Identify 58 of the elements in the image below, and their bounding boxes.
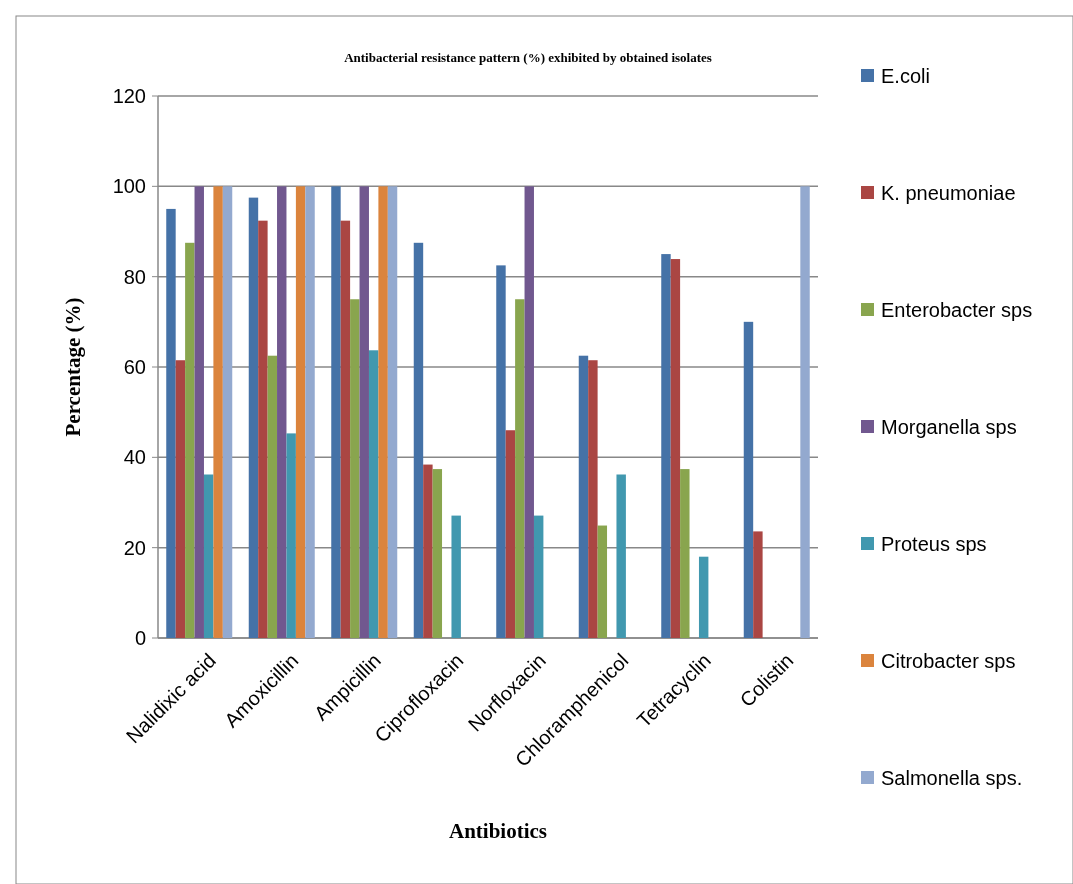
chart-title: Antibacterial resistance pattern (%) exhibited by obtained isolates	[344, 50, 712, 65]
legend-label: Morganella sps	[881, 416, 1017, 438]
bar	[413, 242, 424, 638]
bar	[277, 186, 287, 638]
bar	[213, 186, 223, 638]
bar	[743, 321, 754, 638]
bar	[368, 350, 379, 638]
bar	[203, 474, 214, 638]
y-tick-label: 100	[112, 175, 146, 198]
bar	[423, 464, 433, 638]
legend-label: Citrobacter sps	[881, 650, 1016, 672]
bar	[515, 299, 525, 638]
bar	[670, 259, 681, 638]
bar	[295, 186, 306, 638]
bar	[248, 197, 259, 638]
bar	[753, 531, 763, 638]
y-tick-label: 0	[134, 627, 146, 649]
bar	[432, 469, 443, 638]
y-tick-label: 80	[123, 265, 146, 288]
y-tick-label: 60	[123, 356, 146, 378]
bar	[258, 220, 268, 638]
bar	[597, 525, 608, 638]
bar	[524, 186, 534, 638]
bar	[533, 515, 544, 638]
bar	[166, 208, 176, 638]
legend-label: Proteus sps	[881, 533, 987, 555]
bar	[286, 433, 296, 638]
legend-label: E.coli	[881, 65, 930, 87]
bar	[496, 265, 506, 638]
bar	[331, 186, 341, 638]
legend-label: Enterobacter sps	[881, 299, 1033, 321]
bar	[185, 242, 195, 638]
bar	[505, 430, 516, 638]
bar	[267, 355, 278, 638]
x-axis-title: Antibiotics	[448, 819, 548, 843]
bar	[387, 186, 398, 638]
bar	[680, 469, 690, 638]
bar	[588, 360, 598, 638]
bar	[698, 556, 709, 638]
bar	[451, 515, 461, 638]
bar	[175, 360, 186, 638]
y-axis-title: Percentage (%)	[61, 297, 85, 437]
bar	[661, 254, 671, 638]
bar	[350, 299, 360, 638]
y-tick-label: 120	[112, 85, 146, 107]
bar	[222, 186, 233, 638]
legend-label: K. pneumoniae	[881, 182, 1016, 204]
bar	[616, 474, 626, 638]
bar	[359, 186, 369, 638]
legend-label: Salmonella sps.	[881, 767, 1023, 789]
bar	[305, 186, 315, 638]
bar	[340, 220, 351, 638]
y-tick-label: 40	[123, 446, 146, 469]
bar	[378, 186, 388, 638]
y-tick-label: 20	[123, 536, 146, 559]
bar	[578, 355, 589, 638]
bar	[800, 186, 810, 638]
bar	[194, 186, 204, 638]
